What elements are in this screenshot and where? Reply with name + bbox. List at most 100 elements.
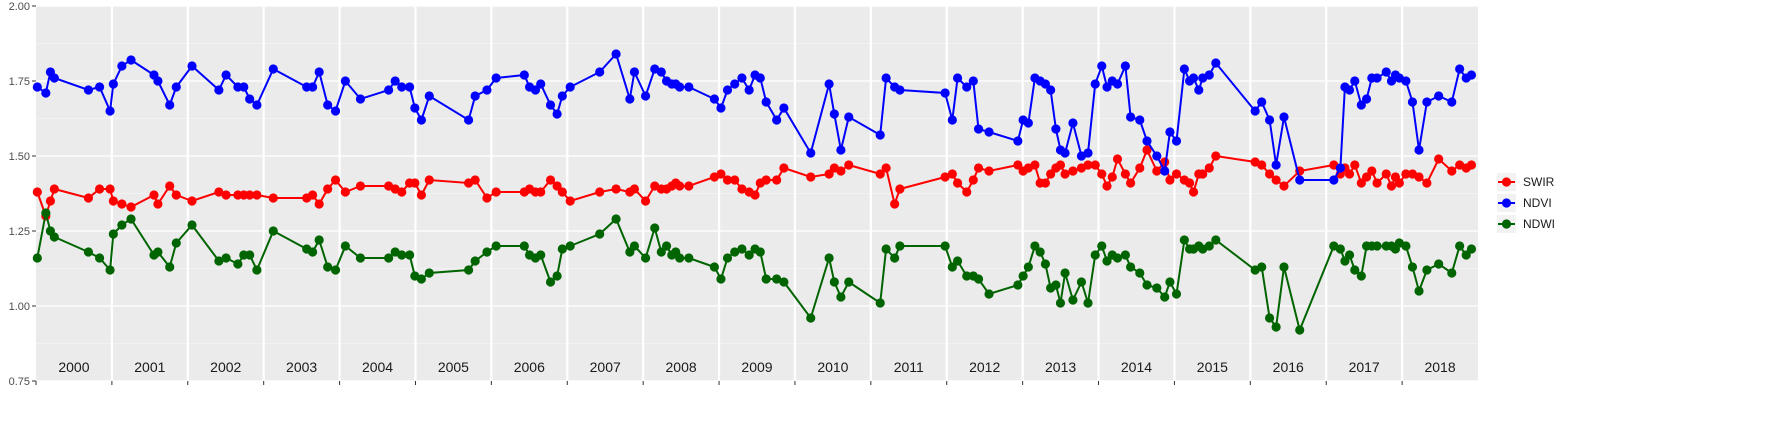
data-point-swir xyxy=(1046,169,1056,179)
year-labels: 2000 2001 2002 2003 2004 2005 2006 2007 2008 2009… xyxy=(58,359,1455,375)
data-point-ndwi xyxy=(41,208,51,218)
data-point-ndvi xyxy=(340,76,350,86)
data-point-swir xyxy=(171,190,181,200)
data-point-ndvi xyxy=(1102,82,1112,92)
data-point-ndwi xyxy=(1434,259,1444,269)
data-point-swir xyxy=(1171,169,1182,179)
data-point-swir xyxy=(1112,154,1123,164)
data-point-ndvi xyxy=(424,91,434,101)
y-tick-label: 1.00 xyxy=(9,301,30,313)
data-point-ndwi xyxy=(1040,259,1050,269)
data-point-ndvi xyxy=(1271,160,1281,170)
data-point-ndwi xyxy=(1422,265,1432,275)
data-point-ndvi xyxy=(1090,79,1100,89)
data-point-ndwi xyxy=(1165,277,1175,287)
data-point-ndvi xyxy=(1414,145,1424,155)
data-point-ndwi xyxy=(709,262,719,272)
data-point-ndvi xyxy=(1434,91,1444,101)
data-point-ndwi xyxy=(836,292,846,302)
data-point-ndvi xyxy=(252,100,262,110)
data-point-ndvi xyxy=(1013,136,1023,146)
data-point-ndvi xyxy=(824,79,834,89)
data-point-ndwi xyxy=(744,250,754,260)
data-point-ndvi xyxy=(1381,67,1391,77)
data-point-ndvi xyxy=(239,82,249,92)
data-point-ndvi xyxy=(772,115,782,125)
data-point-ndwi xyxy=(233,259,243,269)
data-point-ndwi xyxy=(824,253,834,263)
data-point-ndvi xyxy=(675,82,685,92)
data-point-swir xyxy=(330,175,341,185)
year-label-2000: 2000 xyxy=(58,359,89,375)
data-point-ndwi xyxy=(1455,241,1465,251)
data-point-swir xyxy=(1102,181,1112,191)
data-point-ndvi xyxy=(482,85,492,95)
data-point-swir xyxy=(314,199,324,209)
data-point-ndvi xyxy=(41,88,51,98)
data-point-ndvi xyxy=(1097,61,1107,71)
data-point-ndwi xyxy=(684,253,694,263)
data-point-ndwi xyxy=(722,253,733,263)
data-point-swir xyxy=(722,175,733,185)
data-point-ndvi xyxy=(545,100,556,110)
data-point-ndvi xyxy=(875,130,885,140)
data-point-ndvi xyxy=(1040,79,1050,89)
data-point-swir xyxy=(962,187,972,197)
data-point-ndwi xyxy=(1171,289,1182,299)
data-point-ndvi xyxy=(245,94,255,104)
data-point-swir xyxy=(1135,163,1145,173)
year-label-2008: 2008 xyxy=(666,359,697,375)
data-point-ndvi xyxy=(187,61,197,71)
data-point-ndvi xyxy=(32,82,42,92)
data-point-ndwi xyxy=(1112,253,1123,263)
data-point-ndwi xyxy=(1035,247,1045,257)
data-point-ndvi xyxy=(1194,85,1204,95)
data-point-ndvi xyxy=(1204,70,1214,80)
data-point-ndwi xyxy=(105,265,115,275)
data-point-swir xyxy=(940,172,950,182)
data-point-swir xyxy=(890,199,900,209)
data-point-ndvi xyxy=(940,88,950,98)
data-point-ndwi xyxy=(214,256,224,266)
data-point-ndvi xyxy=(722,85,733,95)
data-point-swir xyxy=(323,184,333,194)
data-point-ndvi xyxy=(397,82,407,92)
data-point-ndwi xyxy=(895,241,905,251)
legend-item-swir: SWIR xyxy=(1497,173,1555,191)
data-point-ndwi xyxy=(806,313,816,323)
data-point-ndwi xyxy=(83,247,94,257)
data-point-ndwi xyxy=(640,253,651,263)
data-point-swir xyxy=(629,184,640,194)
data-point-ndvi xyxy=(464,115,474,125)
data-point-ndwi xyxy=(340,241,350,251)
x-axis-ticks xyxy=(35,381,1403,385)
data-point-ndvi xyxy=(629,67,640,77)
data-point-swir xyxy=(1120,169,1130,179)
data-point-swir xyxy=(308,190,318,200)
data-point-ndwi xyxy=(565,241,575,251)
data-point-swir xyxy=(595,187,605,197)
data-point-ndvi xyxy=(1447,97,1457,107)
data-point-ndwi xyxy=(1142,280,1152,290)
data-point-ndwi xyxy=(557,244,567,254)
data-point-swir xyxy=(716,169,726,179)
data-point-ndvi xyxy=(126,55,136,65)
data-point-ndwi xyxy=(1350,265,1360,275)
data-point-ndvi xyxy=(1407,97,1418,107)
data-point-ndwi xyxy=(117,220,127,230)
data-point-swir xyxy=(410,178,420,188)
data-point-ndvi xyxy=(881,73,891,83)
data-point-ndwi xyxy=(656,247,666,257)
data-point-swir xyxy=(640,196,651,206)
data-point-ndwi xyxy=(779,277,789,287)
data-point-swir xyxy=(1090,160,1100,170)
data-point-ndwi xyxy=(675,253,685,263)
data-point-swir xyxy=(1152,166,1162,176)
series-layer xyxy=(32,49,1477,335)
data-point-ndvi xyxy=(947,115,957,125)
data-point-ndvi xyxy=(1344,85,1355,95)
data-point-ndwi xyxy=(940,241,950,251)
data-point-ndwi xyxy=(1466,244,1477,254)
data-point-swir xyxy=(252,190,262,200)
data-point-swir xyxy=(1447,166,1457,176)
